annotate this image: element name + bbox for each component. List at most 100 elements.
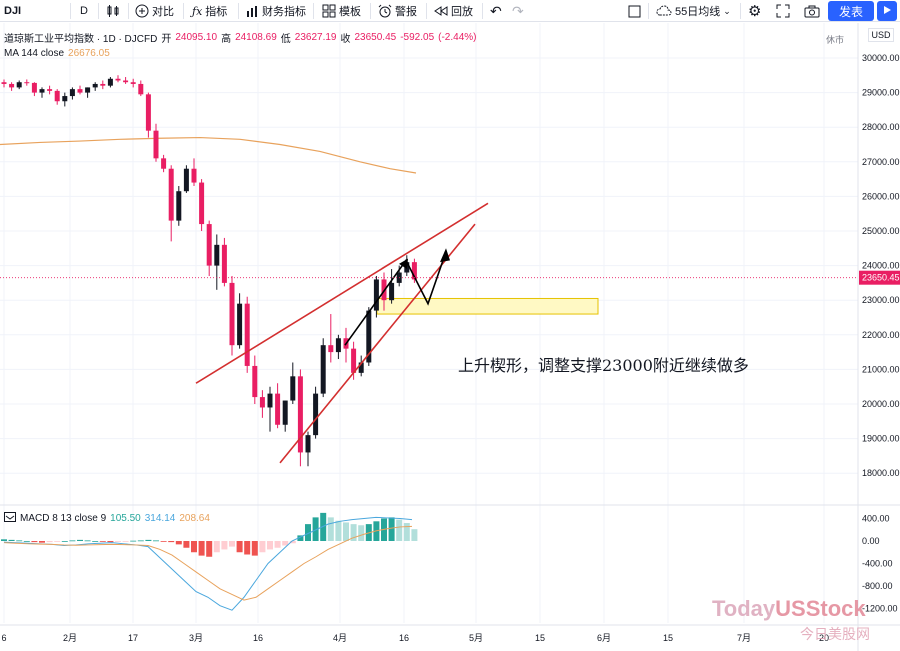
macd-histogram-bar [229, 541, 235, 547]
macd-v3: 208.64 [179, 513, 210, 524]
macd-axis: 400.00 0.00 -400.00 -800.00 -1200.00 [862, 514, 898, 614]
macd-histogram-bar [115, 541, 121, 542]
gear-icon: ⚙ [748, 3, 762, 20]
macd-histogram-bar [244, 541, 251, 555]
time-tick-label: 7月 [737, 633, 751, 643]
undo-button[interactable]: ↶ [490, 0, 502, 22]
play-icon [882, 5, 892, 18]
camera-icon [804, 5, 820, 18]
macd-icon [4, 512, 16, 525]
indicators-button[interactable]: ƒx 指标 [192, 0, 227, 22]
macd-tick-label: 400.00 [862, 514, 890, 524]
candle-body [373, 279, 379, 311]
templates-button[interactable]: 模板 [322, 0, 361, 22]
change-value: -592.05 [400, 32, 435, 43]
candles-icon [106, 4, 120, 18]
candle-body [115, 78, 121, 81]
close-value: 23650.45 [354, 32, 397, 43]
candle-body [1, 82, 7, 84]
market-status-label: 休市 [826, 35, 845, 45]
last-price-tag [859, 270, 900, 285]
candle-body [123, 80, 129, 83]
layout-select-button[interactable] [628, 0, 641, 22]
candle-body [206, 224, 212, 266]
macd-histogram-bar [213, 541, 220, 553]
candle-body [351, 348, 357, 373]
fullscreen-icon [776, 4, 790, 18]
interval-button[interactable]: D [80, 0, 88, 22]
publish-button[interactable]: 发表 [828, 1, 874, 21]
macd-name: MACD 8 13 close 9 [20, 513, 107, 524]
price-chart[interactable]: 30000.00 29000.00 28000.00 27000.00 26000.00… [0, 23, 900, 651]
candle-body [153, 130, 159, 159]
time-tick-label: 4月 [333, 633, 347, 643]
redo-button[interactable]: ↷ [512, 0, 524, 22]
macd-histogram-bar [122, 541, 129, 542]
financials-label: 财务指标 [262, 6, 306, 18]
symbol-legend: 道琼斯工业平均指数 · 1D · DJCFD 开 24095.10 高 24108.… [4, 30, 477, 45]
macd-histogram-bar [206, 541, 213, 557]
candle-body [297, 376, 303, 453]
ma-value: 26676.05 [68, 48, 110, 59]
price-tick-label: 29000.00 [862, 88, 900, 98]
settings-button[interactable]: ⚙ [748, 0, 761, 22]
macd-histogram-bar [31, 541, 38, 543]
macd-histogram-bar [282, 541, 289, 546]
candle-body [252, 365, 258, 398]
alert-label: 警报 [395, 6, 417, 18]
ma-legend[interactable]: MA 144 close 26676.05 [4, 48, 110, 59]
currency-badge[interactable]: USD [868, 28, 894, 42]
macd-histogram-bar [289, 541, 296, 544]
indicators-label: 指标 [205, 6, 228, 18]
price-tick-label: 28000.00 [862, 122, 900, 132]
candle-body [335, 338, 341, 353]
layout-name-label: 55日均线 [675, 6, 721, 18]
publish-label: 发表 [838, 4, 863, 19]
candle-body [389, 282, 395, 301]
macd-histogram-bar [267, 541, 273, 550]
candle-body [168, 168, 174, 221]
replay-button[interactable]: 回放 [434, 0, 473, 22]
macd-histogram-bar [251, 541, 258, 556]
close-label: 收 [340, 34, 351, 45]
symbol-search-button[interactable]: DJI [4, 0, 21, 22]
chart-type-button[interactable] [106, 0, 120, 22]
last-price-label: 23650.45 [862, 273, 900, 283]
time-tick-label: 6月 [597, 633, 611, 643]
financials-button[interactable]: 财务指标 [246, 0, 306, 22]
macd-tick-label: -800.00 [862, 581, 893, 591]
bar-chart-icon [246, 5, 259, 18]
price-tick-label: 22000.00 [862, 330, 900, 340]
layout-name-button[interactable]: 55日均线 ⌄ [656, 0, 731, 22]
macd-histogram-bar [1, 539, 7, 541]
candle-body [183, 168, 189, 192]
ma144-line [0, 136, 417, 174]
candle-body [130, 82, 136, 84]
change-percent: (-2.44%) [438, 32, 477, 43]
macd-histogram-bar [39, 541, 45, 543]
arrow-head [440, 248, 450, 263]
watermark-logo: TodayUSStock [712, 596, 866, 621]
support-zone [376, 297, 599, 315]
macd-histogram-bar [305, 524, 311, 541]
macd-histogram-bar [388, 517, 395, 541]
snapshot-button[interactable] [804, 0, 820, 22]
alarm-clock-icon [378, 4, 392, 18]
low-value: 23627.19 [294, 32, 337, 43]
wedge-upper-line [195, 202, 489, 384]
price-tick-label: 20000.00 [862, 399, 900, 409]
fullscreen-button[interactable] [776, 0, 790, 22]
currency-label: USD [871, 30, 891, 40]
play-button[interactable] [877, 1, 897, 21]
macd-histogram-bar [191, 541, 197, 553]
candle-body [244, 303, 250, 366]
fx-icon: ƒx [192, 4, 203, 18]
price-tick-label: 30000.00 [862, 53, 900, 63]
macd-legend[interactable]: MACD 8 13 close 9 105.50 314.14 208.64 [4, 512, 210, 525]
alert-button[interactable]: 警报 [378, 0, 417, 22]
macd-v2: 314.14 [144, 513, 176, 524]
macd-histogram-bar [175, 541, 182, 545]
analysis-annotation: 上升楔形，调整支撑23000附近继续做多 [458, 356, 749, 375]
time-tick-label: 16 [399, 633, 409, 643]
compare-button[interactable]: 对比 [135, 0, 174, 22]
